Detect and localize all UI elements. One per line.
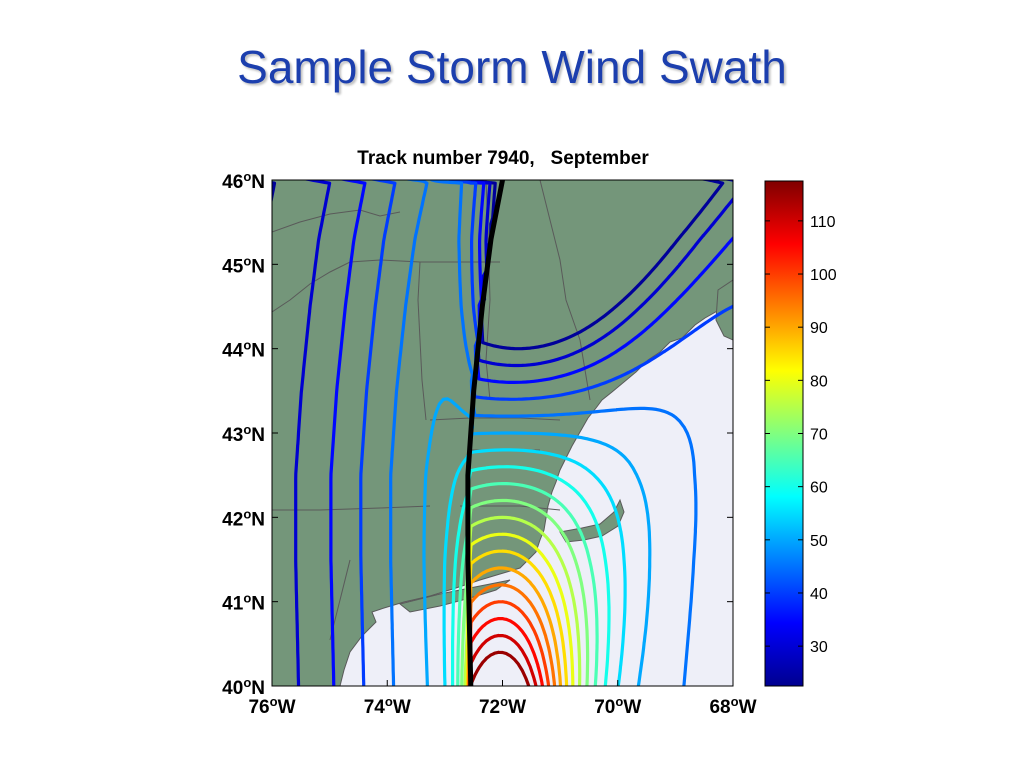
storm-track-line	[465, 180, 505, 686]
contour-35	[329, 180, 733, 686]
contour-55	[442, 448, 627, 686]
colorbar-tick-40: 40	[810, 586, 828, 603]
chart-title: Track number 7940, September	[357, 148, 649, 169]
colorbar-tick-80: 80	[810, 373, 828, 390]
colorbar-tick-60: 60	[810, 480, 828, 497]
colorbar-tick-110: 110	[810, 214, 836, 231]
y-tick-42N: 42oN	[222, 506, 265, 530]
colorbar-tick-70: 70	[810, 427, 828, 444]
y-tick-45N: 45oN	[222, 253, 265, 277]
cape-cod	[559, 498, 625, 543]
colorbar-tick-100: 100	[810, 267, 837, 284]
colorbar	[764, 180, 804, 687]
contour-50	[422, 397, 652, 686]
contour-40	[359, 180, 733, 686]
colorbar-tick-30: 30	[810, 639, 828, 656]
map-axes: 76oW 74oW 72oW 70oW 68oW 40oN 41oN 42oN 43oN 44oN…	[222, 169, 756, 718]
x-tick-74W: 74oW	[364, 694, 411, 718]
x-tick-70W: 70oW	[594, 694, 641, 718]
x-tick-72W: 72oW	[479, 694, 526, 718]
contour-45	[389, 180, 698, 686]
colorbar-tick-90: 90	[810, 320, 828, 337]
y-tick-43N: 43oN	[222, 422, 265, 446]
colorbar-ticks: 30 40 50 60 70 80 90 100 110	[765, 214, 837, 656]
x-tick-76W: 76oW	[248, 694, 295, 718]
wind-contours	[272, 180, 733, 686]
y-tick-44N: 44oN	[222, 338, 265, 362]
y-tick-40N: 40oN	[222, 675, 265, 699]
y-tick-41N: 41oN	[222, 591, 265, 615]
y-tick-46N: 46oN	[222, 169, 265, 193]
slide-title: Sample Storm Wind Swath	[237, 41, 787, 93]
x-tick-68W: 68oW	[709, 694, 756, 718]
colorbar-tick-50: 50	[810, 533, 828, 550]
